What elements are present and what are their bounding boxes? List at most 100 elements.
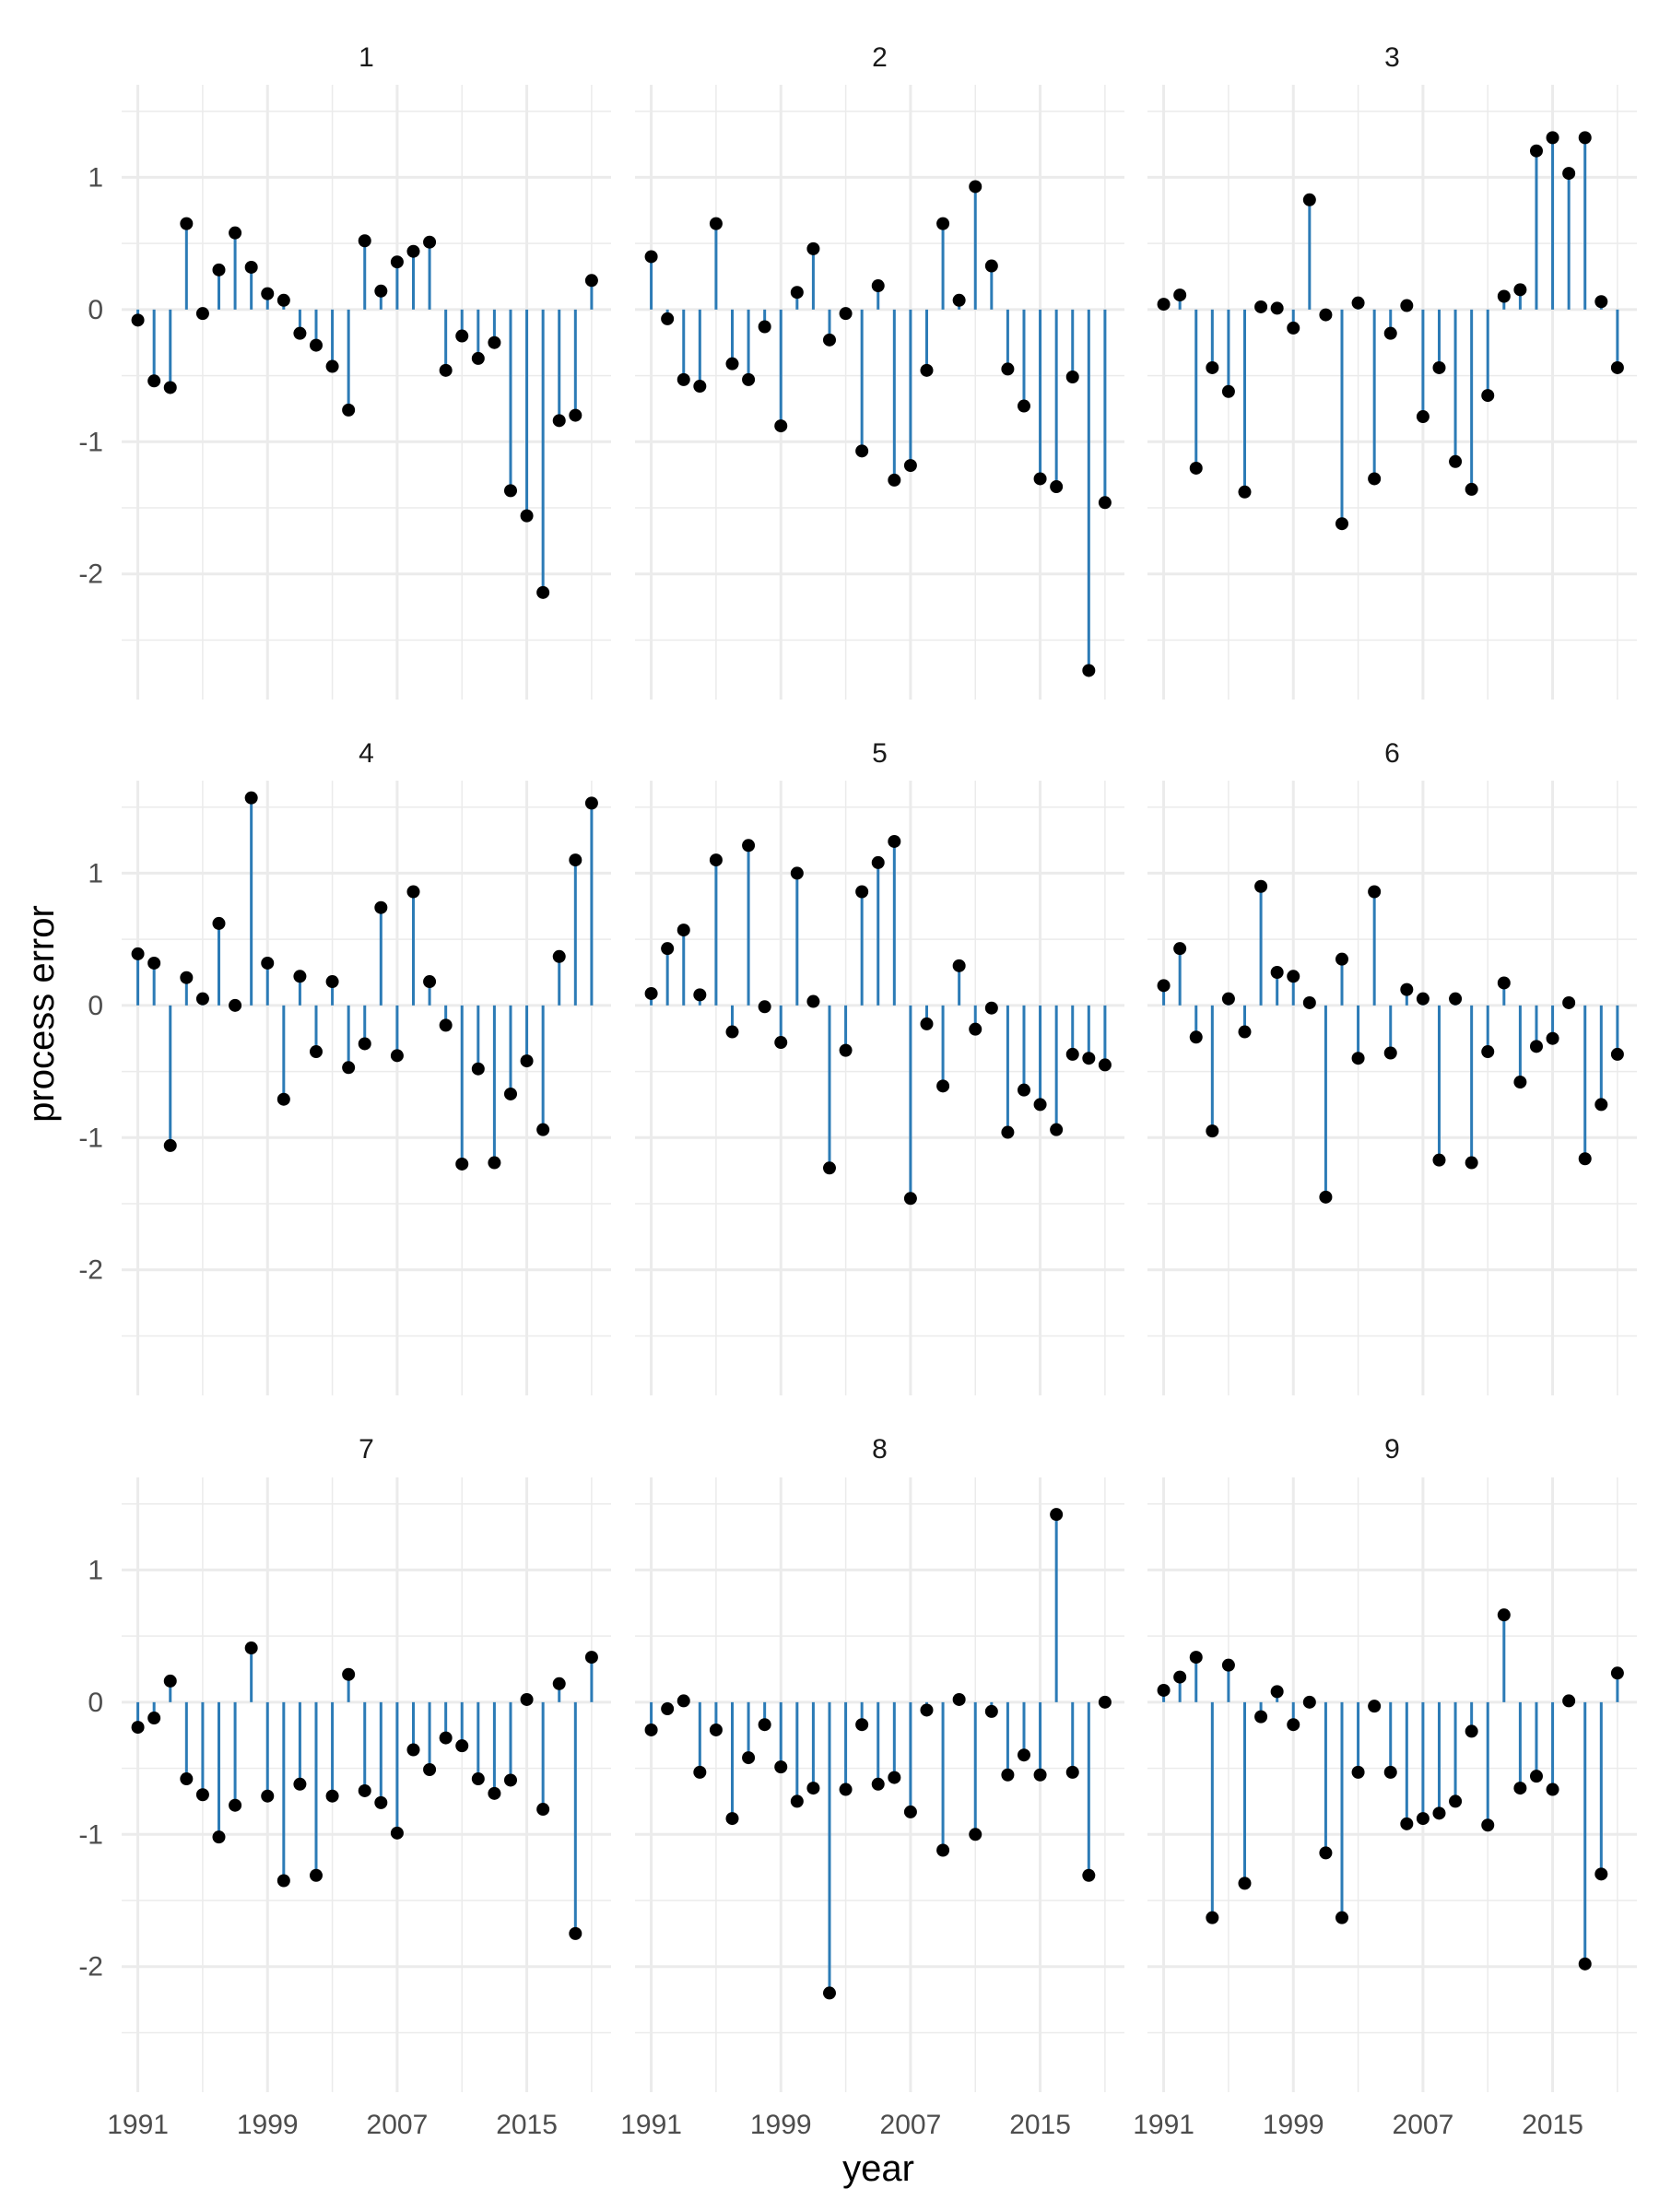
point-2007: [903, 1192, 917, 1206]
point-1994: [1206, 1911, 1219, 1924]
point-1991: [131, 1721, 145, 1735]
point-1997: [742, 1751, 756, 1765]
point-2015: [1033, 1098, 1047, 1112]
y-tick-label: -2: [78, 1255, 103, 1286]
point-2010: [439, 1731, 453, 1745]
point-2001: [1319, 308, 1333, 322]
point-2010: [439, 1018, 453, 1032]
point-1992: [1173, 942, 1187, 956]
point-2009: [1449, 454, 1463, 468]
panel-6: 6: [1147, 738, 1637, 1395]
point-2009: [1449, 1794, 1463, 1808]
x-tick-label: 1999: [237, 2110, 299, 2140]
point-1999: [261, 1789, 275, 1803]
point-2004: [342, 1667, 356, 1681]
point-1996: [1238, 485, 1252, 499]
point-2004: [342, 403, 356, 417]
y-tick-label: 1: [88, 162, 103, 193]
point-1992: [1173, 1670, 1187, 1684]
point-2014: [1017, 1748, 1030, 1762]
point-2013: [1513, 1782, 1527, 1795]
point-2009: [1449, 992, 1463, 1006]
point-2019: [1610, 1666, 1624, 1680]
point-2016: [1562, 1694, 1576, 1708]
panels-layer: 1 1 0 -1 -2 2 3 4 1 0 -1 -2 5 6 7 1 0 -1 -2 1991 1999 2007 201…: [78, 42, 1637, 2140]
point-2010: [439, 363, 453, 377]
point-2019: [1098, 496, 1112, 510]
point-1997: [1254, 1710, 1268, 1724]
point-1994: [180, 971, 194, 984]
point-2019: [1098, 1695, 1112, 1709]
point-2011: [455, 1157, 469, 1171]
point-2016: [1562, 995, 1576, 1009]
x-tick-label: 2015: [496, 2110, 558, 2140]
point-1992: [661, 1702, 675, 1716]
y-tick-label: 0: [88, 295, 103, 325]
point-2010: [1465, 1156, 1478, 1170]
point-2002: [1335, 952, 1348, 966]
point-1998: [758, 1718, 771, 1732]
point-2014: [1017, 399, 1030, 413]
point-2004: [342, 1061, 356, 1075]
point-2012: [1497, 976, 1511, 990]
point-2004: [855, 444, 869, 458]
point-2003: [325, 1789, 339, 1803]
point-2000: [1302, 1695, 1316, 1709]
point-2001: [806, 1782, 820, 1795]
y-tick-label: 0: [88, 1688, 103, 1718]
point-2006: [374, 900, 388, 914]
point-2012: [471, 1062, 485, 1076]
point-2015: [1546, 1783, 1559, 1796]
point-2003: [839, 1043, 853, 1057]
point-2011: [969, 1828, 982, 1841]
point-1996: [725, 357, 739, 371]
point-2011: [969, 180, 982, 194]
point-2014: [503, 484, 517, 498]
point-2018: [1594, 1867, 1608, 1881]
y-tick-label: 1: [88, 1555, 103, 1585]
x-tick-label: 2015: [1522, 2110, 1583, 2140]
point-1991: [131, 313, 145, 327]
point-1997: [742, 372, 756, 386]
point-2018: [1594, 1098, 1608, 1112]
point-2006: [374, 284, 388, 298]
point-2013: [488, 1156, 501, 1170]
point-1993: [163, 1138, 177, 1152]
panel-4: 4 1 0 -1 -2: [78, 738, 611, 1395]
point-1996: [725, 1812, 739, 1826]
panel-strip-label: 4: [359, 738, 374, 769]
y-tick-label: -2: [78, 559, 103, 590]
point-1991: [644, 986, 658, 1000]
point-1999: [261, 287, 275, 300]
point-2018: [1082, 1868, 1096, 1882]
point-2011: [1481, 1818, 1495, 1832]
point-1996: [212, 916, 226, 930]
x-tick-label: 1999: [750, 2110, 812, 2140]
point-2006: [1400, 1817, 1414, 1830]
point-2007: [390, 1049, 404, 1063]
panel-strip-label: 2: [872, 42, 888, 73]
point-1997: [1254, 300, 1268, 313]
point-1999: [261, 956, 275, 970]
point-2006: [888, 834, 901, 848]
panel-strip-label: 9: [1384, 1434, 1400, 1465]
point-1992: [661, 942, 675, 956]
point-2017: [1578, 131, 1592, 145]
point-2009: [936, 217, 950, 230]
point-2009: [423, 975, 437, 989]
point-1999: [1287, 1718, 1300, 1732]
point-1995: [195, 307, 209, 321]
panel-strip-label: 7: [359, 1434, 374, 1465]
point-2015: [1033, 472, 1047, 486]
y-tick-label: 1: [88, 858, 103, 888]
point-2002: [1335, 1911, 1348, 1924]
point-2013: [488, 1786, 501, 1800]
point-2005: [1383, 326, 1397, 340]
y-tick-label: -2: [78, 1952, 103, 1983]
point-2003: [325, 359, 339, 373]
point-2016: [1050, 1508, 1064, 1522]
point-1993: [677, 372, 690, 386]
point-2002: [309, 1868, 323, 1882]
panel-1: 1 1 0 -1 -2: [78, 42, 611, 700]
point-2012: [1497, 1608, 1511, 1622]
